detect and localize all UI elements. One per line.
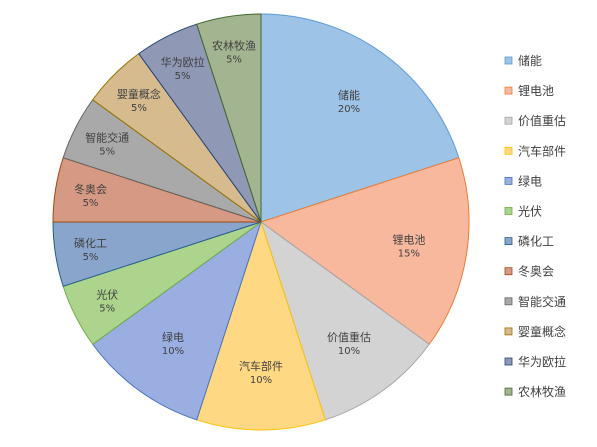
slice-label-8: 智能交通 <box>85 131 129 145</box>
slice-percent-11: 5% <box>226 55 242 66</box>
slice-label-10: 华为欧拉 <box>161 55 205 69</box>
slice-percent-0: 20% <box>338 104 360 115</box>
legend-swatch-9 <box>504 327 513 336</box>
legend-entry-1: 锂电池 <box>518 83 554 98</box>
slice-percent-8: 5% <box>99 147 115 158</box>
legend-entry-0: 储能 <box>518 53 542 68</box>
legend-entry-7: 冬奥会 <box>518 264 554 279</box>
legend-swatch-2 <box>504 116 513 125</box>
legend-entry-9: 婴童概念 <box>518 324 566 339</box>
pie-slice-0 <box>260 13 460 223</box>
legend-swatch-4 <box>504 176 513 185</box>
pie-slice-2 <box>260 220 430 421</box>
legend-swatch-11 <box>504 387 513 396</box>
pie-data-labels: 储能 20% 锂电池 15% 价值重估 10% 汽车部件 10% 绿电 10% 光伏 5% 磷化工 5% 冬… <box>74 39 425 386</box>
legend-swatch-3 <box>504 146 513 155</box>
pie-slice-4 <box>92 220 262 421</box>
slice-label-3: 汽车部件 <box>239 359 283 373</box>
legend-entry-3: 汽车部件 <box>518 143 566 158</box>
slice-percent-10: 5% <box>175 71 191 82</box>
slice-label-7: 冬奥会 <box>74 182 107 196</box>
legend-swatch-5 <box>504 207 513 215</box>
legend-entry-4: 绿电 <box>518 173 542 188</box>
slice-label-9: 婴童概念 <box>117 87 161 101</box>
slice-percent-9: 5% <box>131 103 147 114</box>
legend-entry-11: 农林牧渔 <box>518 385 566 399</box>
slice-label-6: 磷化工 <box>74 236 107 250</box>
slice-percent-2: 10% <box>338 346 360 357</box>
legend-swatch-1 <box>504 86 513 95</box>
pie-slice-11 <box>196 13 262 223</box>
pie-slice-1 <box>259 157 470 345</box>
slice-label-4: 绿电 <box>162 330 184 344</box>
slice-label-2: 价值重估 <box>327 330 371 344</box>
slice-percent-4: 10% <box>162 346 184 357</box>
legend-swatch-7 <box>504 267 513 276</box>
legend-swatch-0 <box>504 56 513 65</box>
legend-entry-2: 价值重估 <box>518 113 566 128</box>
slice-label-0: 储能 <box>338 88 360 102</box>
slice-label-11: 农林牧渔 <box>212 39 256 53</box>
slice-percent-3: 10% <box>250 375 272 386</box>
legend-entry-10: 华为欧拉 <box>518 354 566 369</box>
pie-slices <box>52 13 470 431</box>
slice-label-5: 光伏 <box>96 287 118 301</box>
slice-label-1: 锂电池 <box>392 232 425 246</box>
slice-percent-6: 5% <box>83 252 99 263</box>
legend-entry-8: 智能交通 <box>518 294 566 309</box>
slice-percent-5: 5% <box>99 303 115 314</box>
pie-slice-3 <box>196 220 326 431</box>
legend-entry-5: 光伏 <box>518 205 542 219</box>
slice-percent-1: 15% <box>398 248 420 259</box>
legend-swatch-6 <box>504 237 513 246</box>
legend-entry-6: 磷化工 <box>518 234 554 249</box>
legend-swatch-10 <box>504 357 513 366</box>
slice-percent-7: 5% <box>83 198 99 209</box>
legend-swatch-8 <box>504 297 513 306</box>
